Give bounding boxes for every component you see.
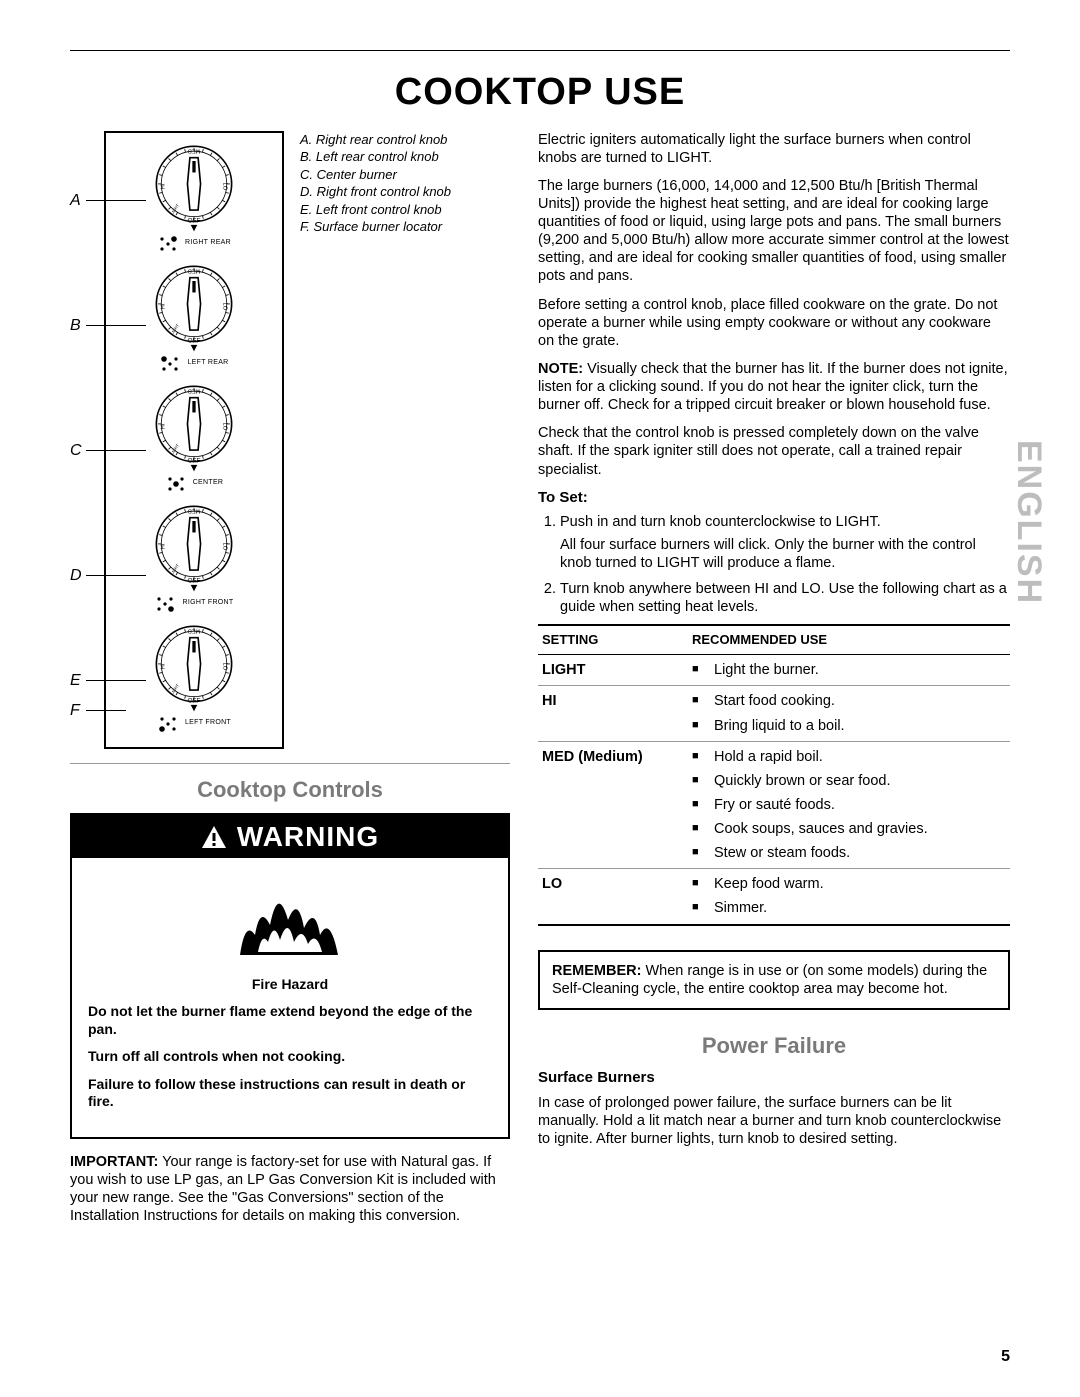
page-title: COOKTOP USE <box>70 69 1010 117</box>
svg-text:OFF: OFF <box>187 577 200 584</box>
use-item: Keep food warm. <box>692 875 1006 893</box>
svg-text:HI: HI <box>161 303 167 309</box>
use-item: Cook soups, sauces and gravies. <box>692 820 1006 838</box>
control-knob: MED HI LO LIGHT OFF RIGHT REAR <box>149 143 239 253</box>
uses-cell: Light the burner. <box>688 655 1010 686</box>
step-2: Turn knob anywhere between HI and LO. Us… <box>560 580 1010 616</box>
table-row: HIStart food cooking. Bring liquid to a b… <box>538 686 1010 741</box>
table-row: MED (Medium)Hold a rapid boil. Quickly br… <box>538 741 1010 869</box>
svg-text:MED: MED <box>188 387 201 393</box>
table-header-setting: SETTING <box>538 625 688 655</box>
knob-letter: E <box>70 671 81 691</box>
control-knob: MED HI LO LIGHT OFF LEFT FRONT <box>149 623 239 733</box>
svg-text:LO: LO <box>221 422 227 430</box>
section-power-failure: Power Failure <box>538 1032 1010 1060</box>
intro-p2: The large burners (16,000, 14,000 and 12… <box>538 177 1010 286</box>
svg-text:LO: LO <box>221 662 227 670</box>
legend-item: E. Left front control knob <box>300 201 451 219</box>
control-knob: MED HI LO LIGHT OFF LEFT REAR <box>149 263 239 373</box>
warning-line-3: Failure to follow these instructions can… <box>88 1076 492 1111</box>
fire-icon <box>230 870 350 960</box>
setting-cell: MED (Medium) <box>538 741 688 869</box>
warning-label: WARNING <box>237 819 379 854</box>
knob-letter: B <box>70 316 81 336</box>
warning-header: WARNING <box>72 815 508 858</box>
setting-cell: LO <box>538 869 688 925</box>
knob-letter: A <box>70 191 81 211</box>
use-item: Bring liquid to a boil. <box>692 717 1006 735</box>
important-note: IMPORTANT: Your range is factory-set for… <box>70 1153 510 1226</box>
page-number: 5 <box>1001 1347 1010 1367</box>
svg-text:OFF: OFF <box>187 337 200 344</box>
knob-diagram: A B C D EF MED HI LO LIGHT OFF RIGHT REAR ME… <box>70 131 510 749</box>
svg-text:LO: LO <box>221 182 227 190</box>
uses-cell: Keep food warm. Simmer. <box>688 869 1010 925</box>
power-failure-text: In case of prolonged power failure, the … <box>538 1094 1010 1148</box>
settings-table: SETTING RECOMMENDED USE LIGHTLight the b… <box>538 624 1010 926</box>
to-set-heading: To Set: <box>538 489 1010 508</box>
legend-item: D. Right front control knob <box>300 183 451 201</box>
intro-p3: Before setting a control knob, place fil… <box>538 296 1010 350</box>
top-rule <box>70 50 1010 51</box>
legend-item: F. Surface burner locator <box>300 218 451 236</box>
use-item: Fry or sauté foods. <box>692 796 1006 814</box>
table-row: LIGHTLight the burner. <box>538 655 1010 686</box>
svg-text:LO: LO <box>221 302 227 310</box>
table-header-use: RECOMMENDED USE <box>688 625 1010 655</box>
note-paragraph: NOTE: Visually check that the burner has… <box>538 360 1010 414</box>
surface-burners-heading: Surface Burners <box>538 1069 1010 1088</box>
legend-item: A. Right rear control knob <box>300 131 451 149</box>
use-item: Hold a rapid boil. <box>692 748 1006 766</box>
warning-title: Fire Hazard <box>88 976 492 994</box>
svg-text:MED: MED <box>188 627 201 633</box>
svg-text:OFF: OFF <box>187 697 200 704</box>
use-item: Quickly brown or sear food. <box>692 772 1006 790</box>
svg-text:LO: LO <box>221 542 227 550</box>
remember-box: REMEMBER: When range is in use or (on so… <box>538 950 1010 1010</box>
svg-text:HI: HI <box>161 663 167 669</box>
use-item: Stew or steam foods. <box>692 844 1006 862</box>
use-item: Start food cooking. <box>692 692 1006 710</box>
to-set-steps: Push in and turn knob counterclockwise t… <box>560 513 1010 616</box>
svg-text:OFF: OFF <box>187 457 200 464</box>
control-knob: MED HI LO LIGHT OFF RIGHT FRONT <box>149 503 239 613</box>
warning-line-1: Do not let the burner flame extend beyon… <box>88 1003 492 1038</box>
setting-cell: HI <box>538 686 688 741</box>
use-item: Simmer. <box>692 899 1006 917</box>
section-cooktop-controls: Cooktop Controls <box>70 776 510 804</box>
intro-p5: Check that the control knob is pressed c… <box>538 424 1010 478</box>
language-tab: ENGLISH <box>1008 440 1051 605</box>
knob-letter: C <box>70 441 82 461</box>
warning-triangle-icon <box>201 825 227 849</box>
table-row: LOKeep food warm. Simmer. <box>538 869 1010 925</box>
legend-item: B. Left rear control knob <box>300 148 451 166</box>
uses-cell: Hold a rapid boil. Quickly brown or sear … <box>688 741 1010 869</box>
intro-p1: Electric igniters automatically light th… <box>538 131 1010 167</box>
knob-letter: F <box>70 701 80 721</box>
warning-line-2: Turn off all controls when not cooking. <box>88 1048 492 1066</box>
uses-cell: Start food cooking. Bring liquid to a boi… <box>688 686 1010 741</box>
svg-text:MED: MED <box>188 267 201 273</box>
knob-legend: A. Right rear control knobB. Left rear c… <box>300 131 451 749</box>
svg-text:HI: HI <box>161 423 167 429</box>
svg-text:MED: MED <box>188 147 201 153</box>
svg-text:HI: HI <box>161 183 167 189</box>
warning-box: WARNING Fire Hazard Do not let the burne… <box>70 813 510 1139</box>
legend-item: C. Center burner <box>300 166 451 184</box>
step-1: Push in and turn knob counterclockwise t… <box>560 513 1010 571</box>
svg-text:HI: HI <box>161 543 167 549</box>
knob-letter: D <box>70 566 82 586</box>
svg-text:OFF: OFF <box>187 217 200 224</box>
use-item: Light the burner. <box>692 661 1006 679</box>
setting-cell: LIGHT <box>538 655 688 686</box>
svg-text:MED: MED <box>188 507 201 513</box>
control-knob: MED HI LO LIGHT OFF CENTER <box>149 383 239 493</box>
